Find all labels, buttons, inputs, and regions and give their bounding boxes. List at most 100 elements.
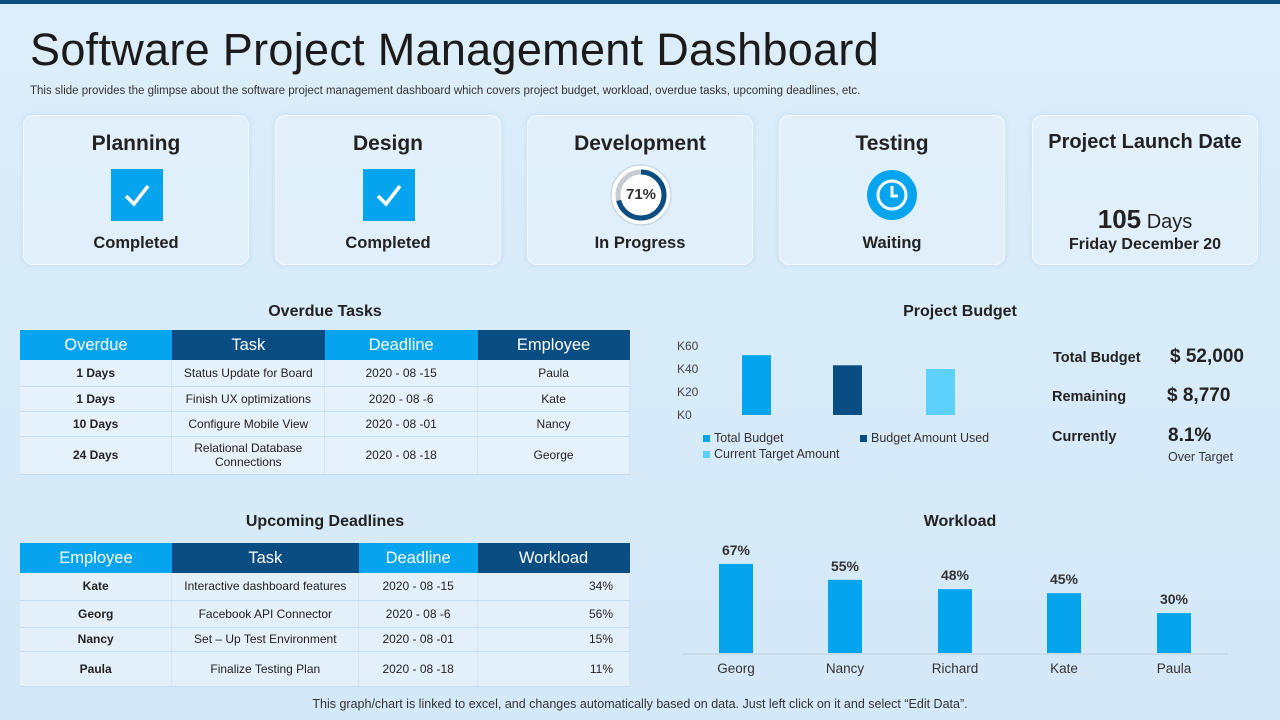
x-tick-label: Nancy — [826, 661, 865, 676]
data-label: 67% — [722, 542, 751, 558]
table-cell: 2020 - 08 -6 — [324, 386, 479, 412]
overdue-title: Overdue Tasks — [268, 303, 382, 320]
col-header: Employee — [20, 543, 172, 573]
table-cell: 1 Days — [20, 386, 173, 412]
data-label: 45% — [1050, 571, 1079, 587]
upcoming-title: Upcoming Deadlines — [245, 513, 405, 530]
workload-bar — [1047, 593, 1081, 653]
table-cell: Nancy — [20, 627, 173, 652]
total-budget-label: Total Budget — [1053, 350, 1141, 366]
table-cell: 2020 - 08 -15 — [324, 360, 479, 387]
table-cell: 1 Days — [20, 360, 173, 387]
table-cell: Interactive dashboard features — [171, 573, 360, 601]
footer-note: This graph/chart is linked to excel, and… — [312, 697, 968, 711]
launch-days: 105 Days — [1033, 204, 1257, 235]
remaining-value: $ 8,770 — [1167, 385, 1231, 406]
y-tick-label: K0 — [677, 408, 692, 422]
y-tick-label: K60 — [677, 339, 699, 353]
clock-icon — [866, 169, 918, 221]
remaining-label: Remaining — [1052, 389, 1127, 405]
table-cell: Facebook API Connector — [171, 600, 360, 628]
y-tick-label: K40 — [677, 362, 699, 376]
workload-bar — [938, 589, 972, 653]
over-target-note: Over Target — [1168, 450, 1234, 464]
table-cell: 2020 - 08 -18 — [358, 651, 479, 687]
check-icon — [363, 169, 415, 221]
col-header: Workload — [477, 543, 630, 573]
budget-bar — [742, 355, 771, 415]
legend-label: Current Target Amount — [714, 447, 840, 461]
phase-status: Completed — [93, 234, 179, 252]
data-label: 30% — [1160, 591, 1189, 607]
budget-bar — [926, 369, 955, 415]
table-row: 1 Days Status Update for Board 2020 - 08… — [20, 360, 630, 387]
data-label: 55% — [831, 558, 860, 574]
col-header: Employee — [477, 330, 630, 360]
workload-bar — [1157, 613, 1191, 653]
table-cell: Nancy — [477, 411, 630, 437]
table-cell: 2020 - 08 -15 — [358, 573, 479, 601]
table-cell: 2020 - 08 -01 — [358, 627, 479, 652]
y-tick-label: K20 — [677, 385, 699, 399]
table-cell: 56% — [477, 600, 630, 628]
x-tick-label: Paula — [1157, 661, 1192, 676]
upcoming-table: Employee Task Deadline Workload Kate Int… — [20, 543, 630, 687]
col-header: Overdue — [20, 330, 172, 360]
table-row: Georg Facebook API Connector 2020 - 08 -… — [20, 600, 630, 628]
table-row: Paula Finalize Testing Plan 2020 - 08 -1… — [20, 651, 630, 687]
legend-swatch — [860, 434, 867, 442]
progress-ring-icon: 71% — [608, 162, 674, 228]
phase-card-design: Design Completed — [275, 115, 501, 265]
budget-chart: K0 K20 K40 K60 — [677, 339, 955, 422]
table-cell: 11% — [477, 651, 630, 687]
top-accent-bar — [0, 0, 1280, 4]
x-tick-label: Kate — [1050, 661, 1078, 676]
phase-card-development: Development 71% In Progress — [527, 115, 753, 265]
table-row: 24 Days Relational Database Connections … — [20, 436, 630, 475]
legend-item: Current Target Amount — [703, 447, 840, 461]
table-cell: Relational Database Connections — [171, 436, 326, 475]
table-cell: 34% — [477, 573, 630, 601]
workload-bar — [828, 579, 862, 653]
table-cell: Paula — [20, 651, 173, 687]
page-title: Software Project Management Dashboard — [30, 24, 880, 75]
col-header: Task — [171, 330, 325, 360]
table-row: 1 Days Finish UX optimizations 2020 - 08… — [20, 386, 630, 412]
phase-title: Testing — [855, 132, 929, 155]
col-header: Task — [171, 543, 359, 573]
table-cell: Set – Up Test Environment — [171, 627, 360, 652]
table-cell: Finalize Testing Plan — [171, 651, 360, 687]
launch-days-unit: Days — [1146, 211, 1193, 233]
x-tick-label: Georg — [717, 661, 755, 676]
budget-bar — [833, 365, 862, 415]
workload-chart: 67% Georg 55% Nancy 48% Richard 45% Kate 30% Paul… — [682, 542, 1228, 676]
table-row: Nancy Set – Up Test Environment 2020 - 0… — [20, 627, 630, 652]
currently-value: 8.1% — [1168, 425, 1212, 446]
phase-title: Design — [352, 132, 423, 155]
table-cell: Kate — [477, 386, 630, 412]
phase-status: Waiting — [862, 234, 922, 252]
table-row: 10 Days Configure Mobile View 2020 - 08 … — [20, 411, 630, 437]
table-cell: Georg — [20, 600, 173, 628]
table-cell: 24 Days — [20, 436, 173, 475]
phase-title: Planning — [91, 132, 181, 155]
currently-label: Currently — [1052, 429, 1117, 445]
launch-date: Friday December 20 — [1068, 236, 1222, 253]
legend-label: Total Budget — [714, 431, 784, 445]
table-cell: 15% — [477, 627, 630, 652]
workload-chart-title: Workload — [923, 513, 997, 530]
launch-days-number: 105 — [1097, 204, 1142, 234]
col-header: Deadline — [324, 330, 478, 360]
table-cell: Paula — [477, 360, 630, 387]
phase-card-planning: Planning Completed — [23, 115, 249, 265]
table-cell: 2020 - 08 -18 — [324, 436, 479, 475]
table-cell: Status Update for Board — [171, 360, 326, 387]
phase-title: Development — [574, 132, 706, 155]
launch-date-card: Project Launch Date 105 Days Friday Dece… — [1032, 115, 1258, 265]
overdue-table: Overdue Task Deadline Employee 1 Days St… — [20, 330, 630, 475]
check-icon — [111, 169, 163, 221]
table-cell: Kate — [20, 573, 173, 601]
workload-bar — [719, 563, 753, 653]
total-budget-value: $ 52,000 — [1170, 346, 1244, 367]
legend-swatch — [703, 434, 710, 442]
